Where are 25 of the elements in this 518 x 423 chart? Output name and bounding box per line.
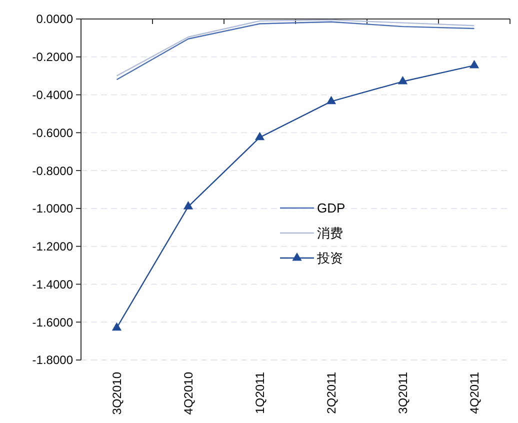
x-tick-label: 1Q2011 [252,372,267,414]
y-tick-label: 0.0000 [36,12,74,26]
x-tick-label: 3Q2011 [396,372,410,414]
y-tick-label: -0.8000 [32,164,74,178]
legend-label: GDP [317,200,346,216]
x-tick-label: 2Q2011 [324,372,338,414]
y-tick-label: -1.0000 [32,202,74,216]
point [254,132,265,140]
x-tick-label: 4Q2011 [467,372,482,414]
x-tick-label: 3Q2010 [110,372,124,415]
y-tick-label: -1.4000 [32,277,74,292]
point [326,96,336,104]
y-tick-label: -1.2000 [32,240,74,254]
y-tick-label: -0.4000 [32,88,74,102]
point [183,201,194,210]
legend-label: 投资 [316,250,343,266]
point [398,76,408,84]
legend-label: 消费 [317,226,343,241]
y-tick-label: -0.2000 [32,50,74,64]
y-tick-label: -1.6000 [32,315,74,330]
y-tick-label: -1.8000 [32,353,74,368]
y-tick-label: -0.6000 [32,126,74,140]
point [469,60,480,68]
point [112,322,122,331]
x-tick-label: 4Q2010 [181,372,196,415]
